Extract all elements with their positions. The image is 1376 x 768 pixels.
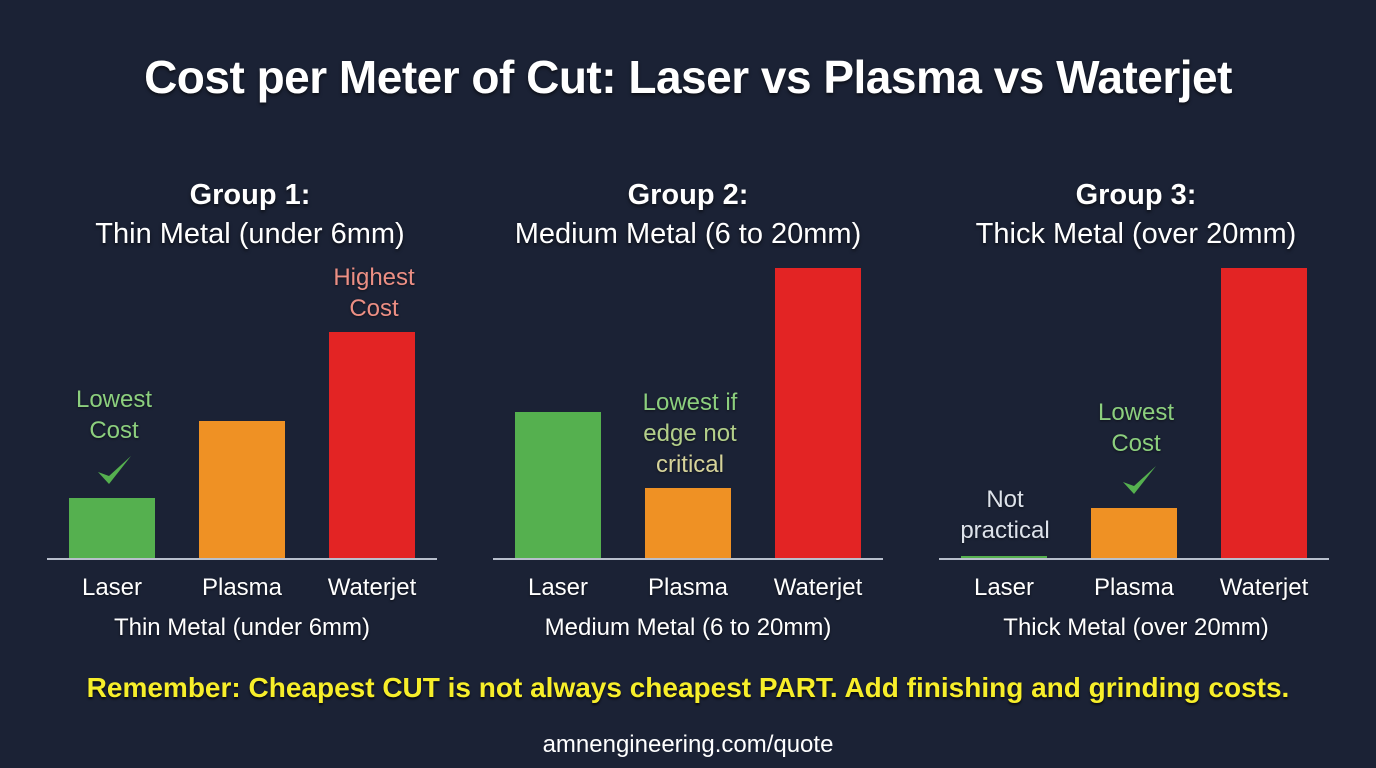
annotation-line: edge not: [643, 420, 737, 447]
group-2-heading: Group 2:: [627, 179, 749, 211]
bar-waterjet: [775, 268, 861, 559]
x-axis-line: [939, 558, 1329, 560]
checkmark-icon: [1123, 466, 1156, 494]
bar-laser: [515, 412, 601, 559]
annotation-line: practical: [960, 517, 1050, 544]
group-3-heading: Group 3:: [1075, 179, 1197, 211]
group-2-subheading: Medium Metal (6 to 20mm): [514, 218, 862, 250]
x-label-waterjet: Waterjet: [1219, 574, 1309, 601]
annotation-line: Lowest if: [642, 389, 738, 416]
x-label-waterjet: Waterjet: [773, 574, 863, 601]
bar-plasma: [645, 488, 731, 559]
bar-laser: [69, 498, 155, 559]
x-label-laser: Laser: [973, 574, 1035, 601]
annotation-lowest-cost: Lowest Cost: [49, 384, 179, 446]
x-label-plasma: Plasma: [201, 574, 283, 601]
annotation-line: Cost: [349, 295, 399, 322]
group-3-chart: Group 3: Thick Metal (over 20mm) Not pra…: [926, 0, 1346, 768]
bar-waterjet: [1221, 268, 1307, 559]
chart-title: Cost per Meter of Cut: Laser vs Plasma v…: [144, 51, 1232, 103]
annotation-line: Lowest: [1097, 399, 1175, 426]
x-axis-line: [47, 558, 437, 560]
x-label-laser: Laser: [81, 574, 143, 601]
remember-note: Remember: Cheapest CUT is not always che…: [86, 672, 1290, 703]
group-3-subheading: Thick Metal (over 20mm): [975, 218, 1297, 250]
group-2-chart: Group 2: Medium Metal (6 to 20mm) Lowest…: [478, 0, 898, 768]
x-label-laser: Laser: [527, 574, 589, 601]
annotation-line: Highest: [333, 264, 415, 291]
annotation-line: critical: [655, 451, 724, 478]
x-label-plasma: Plasma: [1093, 574, 1175, 601]
group-1-axis-label: Thin Metal (under 6mm): [113, 614, 371, 641]
bar-waterjet: [329, 332, 415, 559]
group-1-chart: Group 1: Thin Metal (under 6mm) Lowest C…: [40, 0, 460, 768]
group-3-axis-label: Thick Metal (over 20mm): [1003, 614, 1269, 641]
annotation-lowest-if-edge: Lowest if edge not critical: [620, 387, 760, 480]
annotation-line: Cost: [1111, 430, 1161, 457]
annotation-line: Not: [986, 486, 1024, 513]
bar-laser: [961, 556, 1047, 559]
footer-url: amnengineering.com/quote: [542, 731, 834, 758]
annotation-highest-cost: Highest Cost: [309, 262, 439, 324]
annotation-line: Cost: [89, 417, 139, 444]
x-axis-line: [493, 558, 883, 560]
group-1-subheading: Thin Metal (under 6mm): [95, 218, 405, 250]
bar-plasma: [1091, 508, 1177, 559]
checkmark-icon: [98, 456, 131, 484]
annotation-line: Lowest: [75, 386, 153, 413]
x-label-plasma: Plasma: [647, 574, 729, 601]
bar-plasma: [199, 421, 285, 559]
x-label-waterjet: Waterjet: [327, 574, 417, 601]
annotation-lowest-cost: Lowest Cost: [1071, 397, 1201, 459]
annotation-not-practical: Not practical: [940, 484, 1070, 546]
group-2-axis-label: Medium Metal (6 to 20mm): [544, 614, 832, 641]
group-1-heading: Group 1:: [189, 179, 311, 211]
